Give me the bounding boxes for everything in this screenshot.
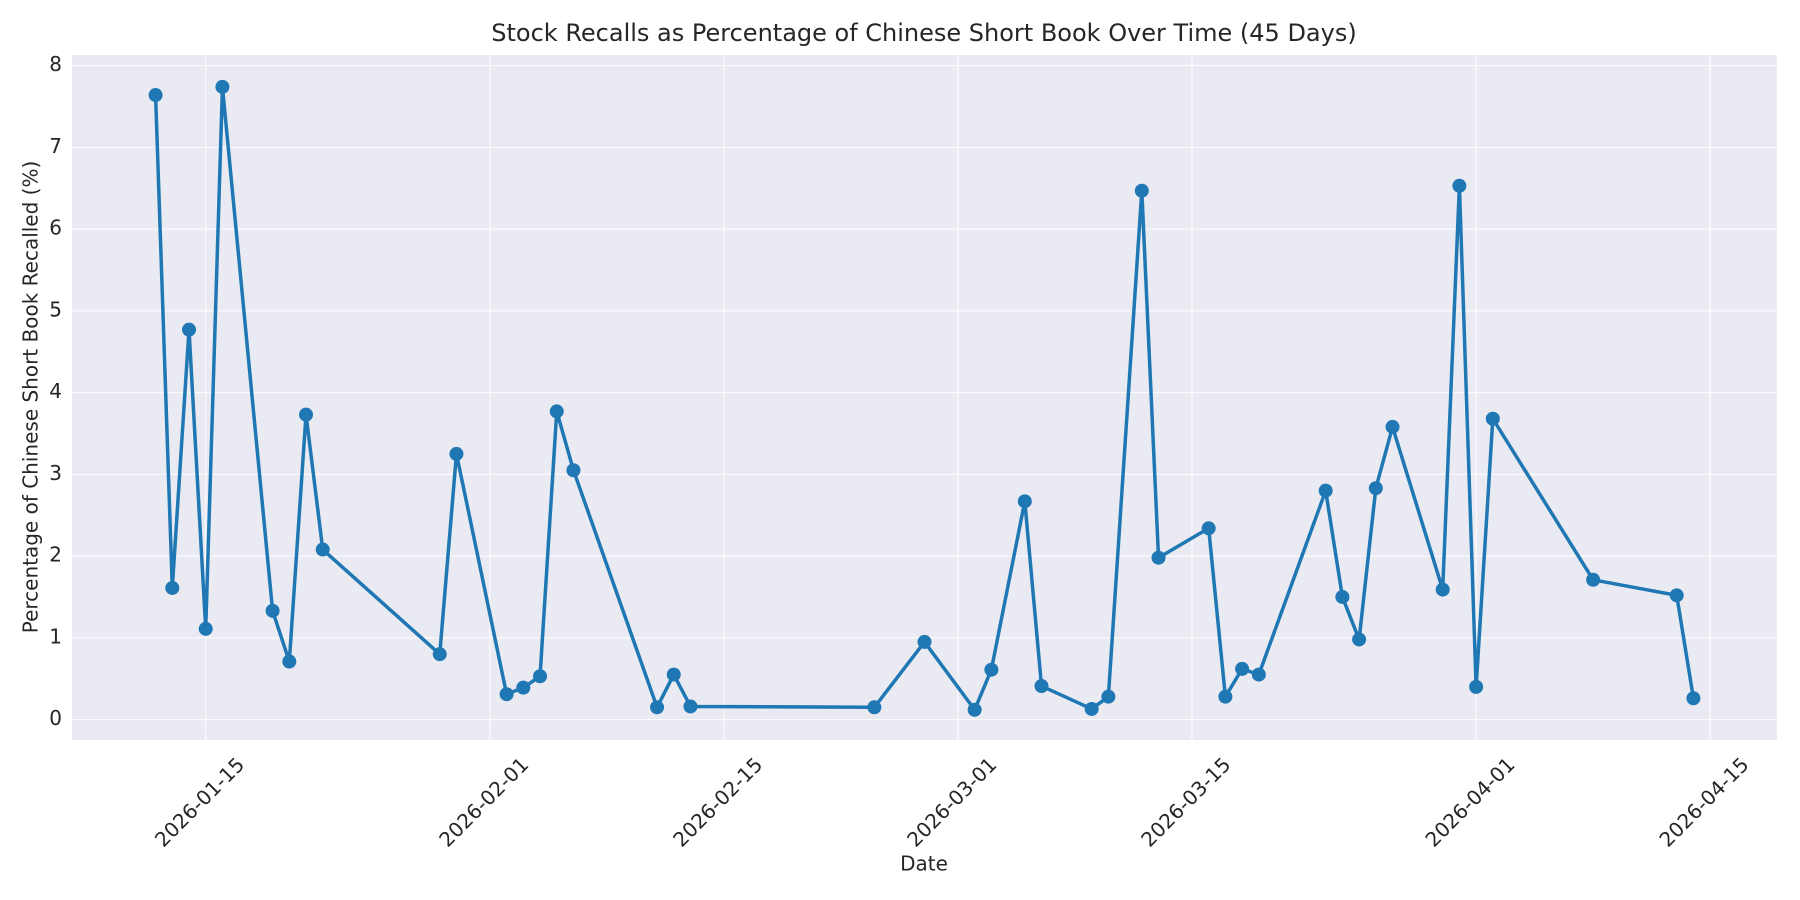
marker (683, 699, 698, 714)
marker (1452, 178, 1467, 193)
marker (265, 603, 280, 618)
marker (1134, 183, 1149, 198)
marker (1352, 632, 1367, 647)
marker (566, 463, 581, 478)
marker (1235, 661, 1250, 676)
marker (198, 621, 213, 636)
marker (1017, 494, 1032, 509)
marker (549, 404, 564, 419)
marker (1485, 411, 1500, 426)
chart-title: Stock Recalls as Percentage of Chinese S… (491, 19, 1356, 47)
marker (1251, 667, 1266, 682)
y-tick-label: 3 (49, 461, 62, 485)
marker (148, 88, 163, 103)
marker (1385, 419, 1400, 434)
plot-area (72, 55, 1777, 740)
y-tick-label: 0 (49, 706, 62, 730)
x-tick-label: 2026-03-01 (902, 752, 1001, 851)
marker (182, 322, 197, 337)
y-axis-label: Percentage of Chinese Short Book Recalle… (19, 161, 43, 634)
x-axis-label: Date (900, 852, 948, 876)
x-tick-label: 2026-04-01 (1420, 752, 1519, 851)
y-tick-label: 5 (49, 297, 62, 321)
x-tick-label: 2026-04-15 (1654, 752, 1753, 851)
marker (1201, 521, 1216, 536)
marker (1084, 701, 1099, 716)
marker (1686, 691, 1701, 706)
marker (984, 662, 999, 677)
marker (1318, 483, 1333, 498)
x-tick-label: 2026-03-15 (1136, 752, 1235, 851)
marker (165, 580, 180, 595)
marker (967, 702, 982, 717)
marker (917, 634, 932, 649)
marker (1669, 588, 1684, 603)
marker (533, 669, 548, 684)
x-tick-label: 2026-01-15 (150, 752, 249, 851)
x-tick-label: 2026-02-15 (668, 752, 767, 851)
marker (1034, 679, 1049, 694)
marker (867, 700, 882, 715)
marker (1335, 589, 1350, 604)
marker (650, 700, 665, 715)
marker (499, 687, 514, 702)
marker (432, 647, 447, 662)
marker (315, 542, 330, 557)
marker (1368, 481, 1383, 496)
marker (1151, 550, 1166, 565)
marker (282, 654, 297, 669)
marker (299, 407, 314, 422)
marker (1218, 689, 1233, 704)
marker (1435, 582, 1450, 597)
y-tick-label: 1 (49, 624, 62, 648)
marker (516, 680, 531, 695)
y-tick-label: 6 (49, 216, 62, 240)
marker (666, 667, 681, 682)
y-tick-label: 4 (49, 379, 62, 403)
y-tick-label: 2 (49, 543, 62, 567)
marker (449, 446, 464, 461)
marker (1469, 679, 1484, 694)
marker (1101, 689, 1116, 704)
x-tick-label: 2026-02-01 (434, 752, 533, 851)
marker (215, 79, 230, 94)
y-tick-label: 8 (49, 52, 62, 76)
y-tick-label: 7 (49, 134, 62, 158)
marker (1586, 572, 1601, 587)
